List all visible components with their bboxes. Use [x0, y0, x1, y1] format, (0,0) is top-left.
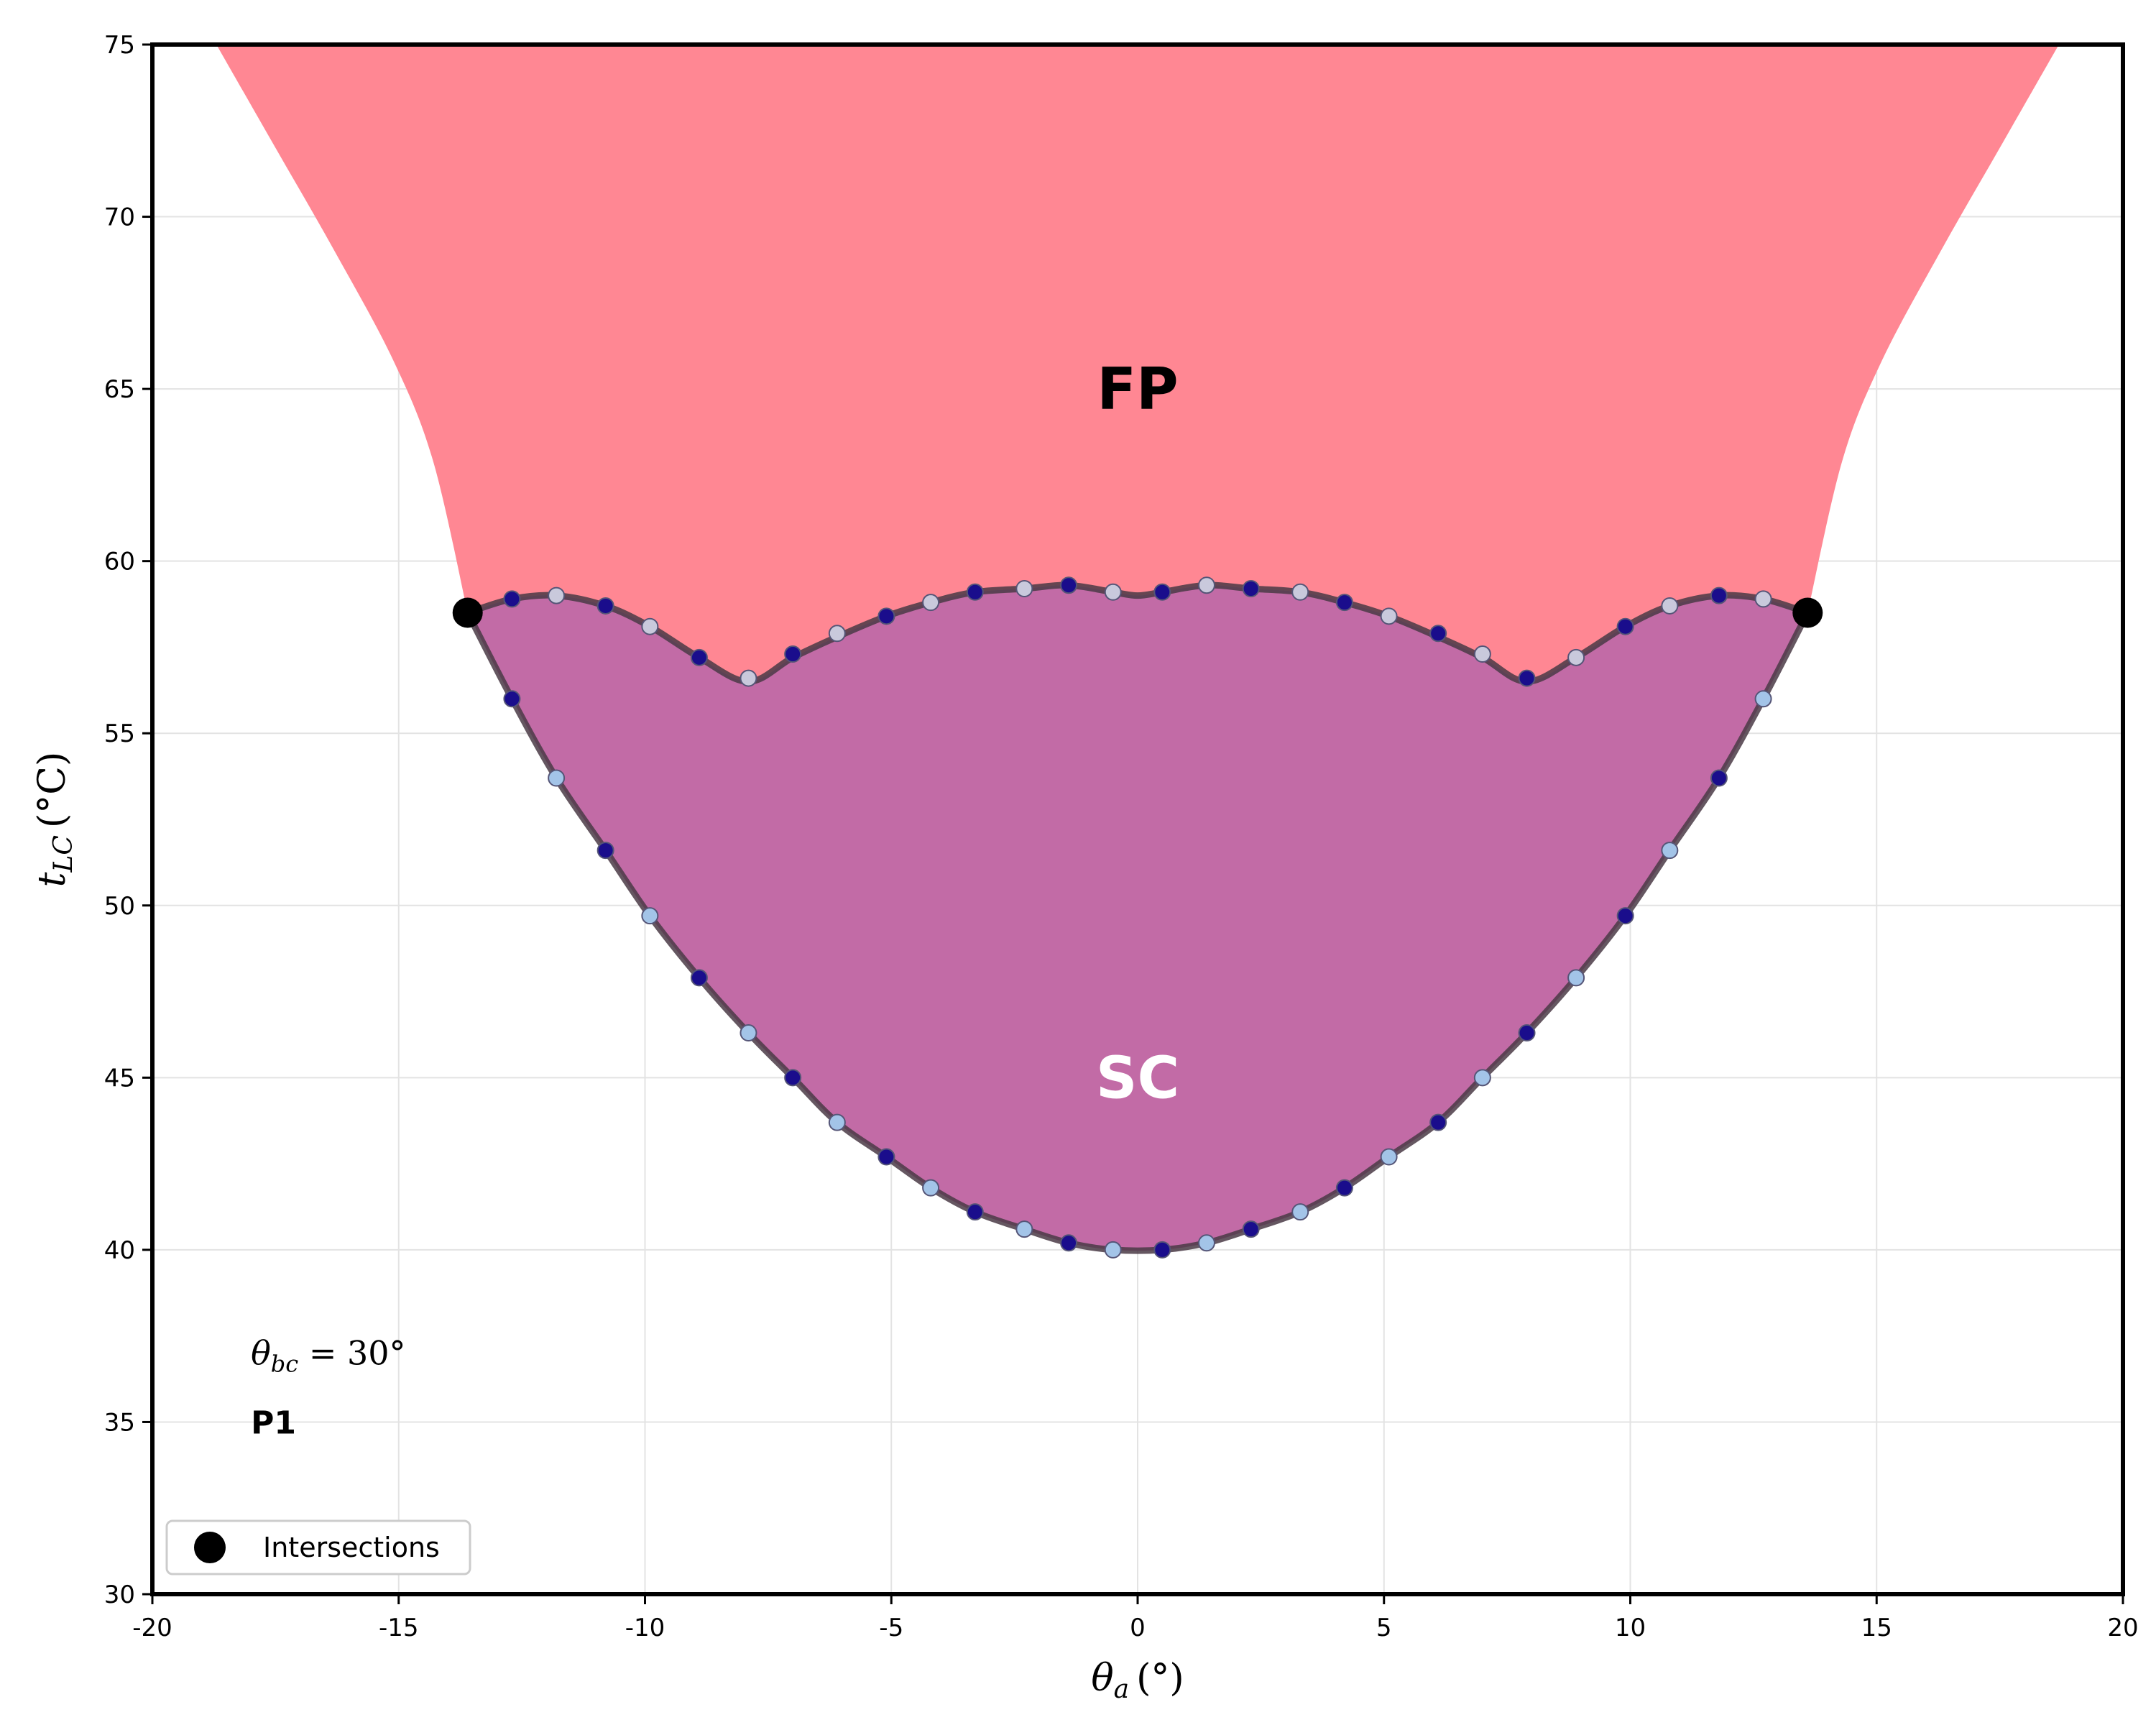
x-axis-label: θa (°): [1091, 1657, 1184, 1704]
x-tick-label: 15: [1861, 1614, 1892, 1642]
lower-data-point: [1429, 1113, 1447, 1131]
upper-data-point: [828, 625, 846, 643]
upper-data-point: [641, 617, 659, 635]
region-labels: FP SC: [1096, 356, 1179, 1111]
y-tick-label: 75: [104, 31, 135, 60]
lower-data-point: [1015, 1220, 1033, 1238]
lower-data-point: [1518, 1024, 1536, 1042]
upper-data-point: [1429, 625, 1447, 643]
lower-data-point: [784, 1069, 802, 1087]
region-label-sc: SC: [1096, 1044, 1179, 1111]
upper-data-point: [503, 590, 521, 608]
lower-data-point: [1197, 1234, 1215, 1252]
y-tick-label: 50: [104, 892, 135, 921]
upper-data-point: [1335, 594, 1353, 612]
lower-data-point: [641, 907, 659, 925]
legend: Intersections: [165, 1519, 471, 1576]
lower-data-point: [877, 1148, 895, 1166]
tick-labels: -20 -15 -10 -5 0 5 10 15 20 30 35 40 45 50 55 60 65 70 75: [104, 31, 2139, 1642]
lower-data-point: [1616, 907, 1634, 925]
y-tick-label: 35: [104, 1408, 135, 1437]
x-tick-label: -10: [625, 1614, 665, 1642]
upper-data-point: [1104, 583, 1122, 601]
upper-data-point: [548, 586, 566, 604]
legend-box: [165, 1519, 471, 1576]
upper-data-point: [1754, 590, 1772, 608]
x-tick-label: 20: [2107, 1614, 2138, 1642]
x-tick-label: 10: [1615, 1614, 1646, 1642]
theta-bc-annotation: θbc = 30°: [251, 1334, 405, 1378]
upper-data-point: [1291, 583, 1309, 601]
y-tick-label: 60: [104, 548, 135, 576]
lower-data-point: [1153, 1241, 1171, 1259]
panel-label: P1: [251, 1404, 296, 1441]
data-markers: [452, 576, 1823, 1259]
upper-data-point: [1015, 579, 1033, 597]
lower-data-point: [1567, 969, 1585, 987]
x-tick-label: -20: [132, 1614, 172, 1642]
lower-data-point: [1754, 690, 1772, 708]
lower-data-point: [503, 690, 521, 708]
legend-label-intersections: Intersections: [263, 1532, 440, 1563]
lower-data-point: [690, 969, 708, 987]
lower-data-point: [740, 1024, 757, 1042]
lower-data-point: [1060, 1234, 1078, 1252]
lower-data-point: [596, 842, 614, 860]
lower-data-point: [966, 1203, 984, 1221]
lower-data-point: [1473, 1069, 1491, 1087]
lower-data-point: [1242, 1220, 1260, 1238]
upper-data-point: [1380, 607, 1398, 625]
fp-region: [216, 45, 2059, 682]
lower-data-point: [548, 769, 566, 787]
upper-data-point: [966, 583, 984, 601]
lower-data-point: [922, 1179, 940, 1197]
legend-intersection-marker: [194, 1532, 226, 1563]
lower-data-point: [1710, 769, 1728, 787]
y-tick-label: 55: [104, 719, 135, 748]
lower-boundary-curve: [464, 610, 1811, 1254]
y-tick-label: 70: [104, 203, 135, 232]
lower-data-point: [1291, 1203, 1309, 1221]
upper-data-point: [1616, 617, 1634, 635]
upper-data-point: [877, 607, 895, 625]
upper-data-point: [1710, 586, 1728, 604]
upper-data-point: [922, 594, 940, 612]
region-label-fp: FP: [1097, 356, 1178, 423]
x-tick-label: -5: [879, 1614, 903, 1642]
sc-region: [467, 585, 1808, 1251]
x-tick-label: -15: [379, 1614, 419, 1642]
y-axis-label: tLC(°C): [31, 752, 78, 888]
y-tick-label: 45: [104, 1064, 135, 1092]
upper-data-point: [784, 645, 802, 663]
upper-data-point: [1153, 583, 1171, 601]
lower-data-point: [1380, 1148, 1398, 1166]
intersection-point: [452, 597, 483, 628]
upper-data-point: [1518, 669, 1536, 687]
upper-data-point: [1197, 576, 1215, 594]
upper-data-point: [1473, 645, 1491, 663]
x-tick-label: 0: [1130, 1614, 1146, 1642]
upper-data-point: [740, 669, 757, 687]
y-tick-label: 30: [104, 1581, 135, 1609]
upper-data-point: [1060, 576, 1078, 594]
upper-data-point: [1661, 597, 1679, 615]
lower-data-point: [828, 1113, 846, 1131]
y-tick-label: 65: [104, 375, 135, 404]
x-tick-label: 5: [1376, 1614, 1392, 1642]
intersection-point: [1792, 597, 1823, 628]
lower-data-point: [1335, 1179, 1353, 1197]
upper-data-point: [1567, 648, 1585, 666]
upper-data-point: [1242, 579, 1260, 597]
y-tick-label: 40: [104, 1236, 135, 1265]
lower-data-point: [1104, 1241, 1122, 1259]
upper-data-point: [690, 648, 708, 666]
lower-data-point: [1661, 842, 1679, 860]
upper-data-point: [596, 597, 614, 615]
